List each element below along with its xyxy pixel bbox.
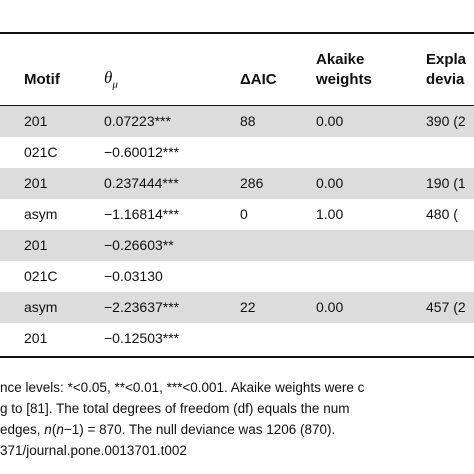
- footnote-line-1: nce levels: *<0.05, **<0.01, ***<0.001. …: [0, 380, 365, 395]
- table-row: 201 0.237444*** 286 0.00 190 (1: [0, 168, 474, 199]
- cell-motif: asym: [24, 299, 58, 315]
- header-theta-subscript: μ: [112, 78, 118, 91]
- table-row: 201 0.07223*** 88 0.00 390 (2: [0, 106, 474, 137]
- header-motif: Motif: [24, 71, 60, 88]
- cell-explained-deviance: 457 (2: [426, 299, 466, 315]
- header-akaike-line1: Akaike: [316, 51, 365, 68]
- cell-explained-deviance: 190 (1: [426, 175, 466, 191]
- cell-delta-aic: 88: [240, 113, 256, 129]
- cell-motif: 201: [24, 237, 48, 253]
- cell-akaike-weight: 0.00: [316, 299, 344, 315]
- cell-motif: 021C: [24, 144, 58, 160]
- header-explained-line2: devia: [426, 71, 465, 88]
- footnote-line-3: edges, n(n−1) = 870. The null deviance w…: [0, 420, 474, 439]
- cell-theta: −1.16814***: [104, 206, 180, 222]
- footnote-line-3-mid: (: [51, 422, 57, 437]
- footnote-doi: 371/journal.pone.0013701.t002: [0, 443, 187, 458]
- cell-explained-deviance: 390 (2: [426, 113, 466, 129]
- cell-theta: −0.03130: [104, 268, 163, 284]
- cell-theta: −0.26603**: [104, 237, 174, 253]
- cell-explained-deviance: 480 (: [426, 206, 458, 222]
- header-theta: θμ: [104, 68, 118, 94]
- cell-delta-aic: 0: [240, 206, 248, 222]
- cell-motif: asym: [24, 206, 58, 222]
- table-row: 201 −0.12503***: [0, 323, 474, 354]
- header-theta-symbol: θ: [104, 68, 113, 87]
- cell-delta-aic: 22: [240, 299, 256, 315]
- cell-motif: 201: [24, 113, 48, 129]
- cell-akaike-weight: 1.00: [316, 206, 344, 222]
- cell-motif: 201: [24, 330, 48, 346]
- cell-delta-aic: 286: [240, 175, 264, 191]
- table-top-rule: [0, 32, 474, 34]
- table-row: asym −2.23637*** 22 0.00 457 (2: [0, 292, 474, 323]
- table-row: 201 −0.26603**: [0, 230, 474, 261]
- table-row: asym −1.16814*** 0 1.00 480 (: [0, 199, 474, 230]
- footnote-line-3-pre: edges,: [0, 422, 45, 437]
- table-header-rule: [0, 105, 474, 106]
- table-row: 021C −0.60012***: [0, 137, 474, 168]
- table-row: 021C −0.03130: [0, 261, 474, 292]
- cell-motif: 201: [24, 175, 48, 191]
- cell-theta: 0.237444***: [104, 175, 179, 191]
- table-bottom-rule: [0, 356, 474, 358]
- footnote-line-3-post: −1) = 870. The null deviance was 1206 (8…: [63, 422, 336, 437]
- cell-motif: 021C: [24, 268, 58, 284]
- cell-akaike-weight: 0.00: [316, 113, 344, 129]
- footnote-line-3-n2: n: [56, 422, 64, 437]
- header-akaike-line2: weights: [316, 71, 372, 88]
- cell-theta: −0.12503***: [104, 330, 180, 346]
- footnote-line-3-n: n: [44, 422, 52, 437]
- cell-akaike-weight: 0.00: [316, 175, 344, 191]
- cell-theta: −0.60012***: [104, 144, 180, 160]
- header-delta-aic: ΔAIC: [240, 71, 277, 88]
- cell-theta: 0.07223***: [104, 113, 171, 129]
- footnote-line-2: g to [81]. The total degrees of freedom …: [0, 401, 350, 416]
- header-explained-line1: Expla: [426, 51, 467, 68]
- cell-theta: −2.23637***: [104, 299, 180, 315]
